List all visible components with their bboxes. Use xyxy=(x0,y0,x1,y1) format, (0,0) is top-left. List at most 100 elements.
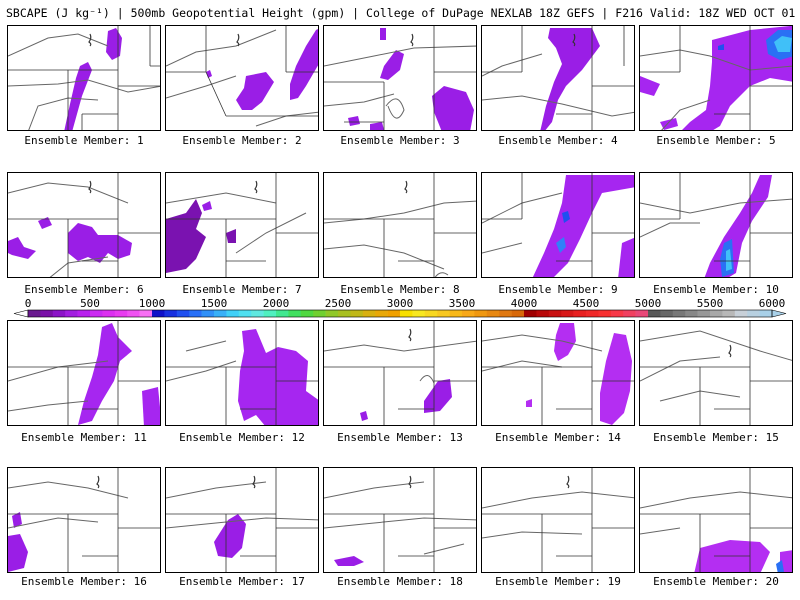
member-label-11: Ensemble Member: 11 xyxy=(21,431,147,444)
colorbar-swatch xyxy=(114,310,128,317)
colorbar-swatch xyxy=(214,310,227,317)
member-label-9: Ensemble Member: 9 xyxy=(498,283,618,296)
colorbar-swatch xyxy=(238,310,252,317)
colorbar-swatch xyxy=(511,310,525,317)
colorbar-swatch xyxy=(548,310,562,317)
member-label-2: Ensemble Member: 2 xyxy=(182,134,302,147)
member-label-3: Ensemble Member: 3 xyxy=(340,134,460,147)
colorbar-swatch xyxy=(561,310,574,317)
colorbar-tick-label: 500 xyxy=(80,297,100,310)
colorbar-swatch xyxy=(375,310,388,317)
colorbar-swatch xyxy=(28,310,41,317)
map-panel-member-10 xyxy=(639,172,793,278)
member-label-4: Ensemble Member: 4 xyxy=(498,134,618,147)
colorbar-swatch xyxy=(276,310,289,317)
map-panel-member-5 xyxy=(639,25,793,131)
map-panel-member-20 xyxy=(639,467,793,573)
colorbar-swatch xyxy=(499,310,512,317)
colorbar-swatch xyxy=(387,310,401,317)
colorbar-tick-label: 2500 xyxy=(324,297,352,310)
colorbar-swatch xyxy=(486,310,500,317)
member-label-19: Ensemble Member: 19 xyxy=(495,575,621,588)
map-graphic xyxy=(166,173,318,277)
colorbar-swatch xyxy=(288,310,302,317)
colorbar-swatch xyxy=(710,310,723,317)
colorbar-outline xyxy=(27,309,773,318)
colorbar-swatch xyxy=(90,310,103,317)
colorbar-swatch xyxy=(362,310,376,317)
map-panel-member-1 xyxy=(7,25,161,131)
colorbar-swatch xyxy=(338,310,351,317)
colorbar-swatch xyxy=(759,310,773,317)
member-label-7: Ensemble Member: 7 xyxy=(182,283,302,296)
colorbar-swatch xyxy=(313,310,326,317)
page-title: SBCAPE (J kg⁻¹) | 500mb Geopotential Hei… xyxy=(6,6,800,20)
colorbar-swatch xyxy=(350,310,364,317)
member-label-10: Ensemble Member: 10 xyxy=(653,283,779,296)
map-graphic xyxy=(166,321,318,425)
map-panel-member-14 xyxy=(481,320,635,426)
colorbar-swatch xyxy=(325,310,339,317)
colorbar-swatch xyxy=(176,310,190,317)
colorbar-swatch xyxy=(747,310,760,317)
map-panel-member-11 xyxy=(7,320,161,426)
member-label-20: Ensemble Member: 20 xyxy=(653,575,779,588)
colorbar-tick-label: 4000 xyxy=(510,297,538,310)
map-panel-member-16 xyxy=(7,467,161,573)
colorbar-swatch xyxy=(623,310,636,317)
colorbar xyxy=(13,309,787,318)
map-graphic xyxy=(8,26,160,130)
colorbar-swatch xyxy=(449,310,463,317)
colorbar-swatch xyxy=(648,310,661,317)
colorbar-swatch xyxy=(152,310,165,317)
colorbar-swatch xyxy=(102,310,116,317)
member-label-18: Ensemble Member: 18 xyxy=(337,575,463,588)
member-label-8: Ensemble Member: 8 xyxy=(340,283,460,296)
colorbar-swatch xyxy=(734,310,748,317)
colorbar-tick-label: 5500 xyxy=(696,297,724,310)
colorbar-swatch xyxy=(586,310,599,317)
colorbar-tick-label: 6000 xyxy=(758,297,786,310)
colorbar-tick-label: 5000 xyxy=(634,297,662,310)
colorbar-swatch xyxy=(573,310,587,317)
colorbar-tick-label: 1500 xyxy=(200,297,228,310)
colorbar-swatch xyxy=(660,310,674,317)
colorbar-swatch xyxy=(462,310,475,317)
colorbar-swatch xyxy=(635,310,649,317)
colorbar-swatch xyxy=(474,310,488,317)
colorbar-swatch xyxy=(610,310,624,317)
colorbar-swatch xyxy=(697,310,711,317)
colorbar-swatch xyxy=(65,310,78,317)
colorbar-tick-label: 4500 xyxy=(572,297,600,310)
member-label-14: Ensemble Member: 14 xyxy=(495,431,621,444)
colorbar-swatch xyxy=(536,310,550,317)
colorbar-swatch xyxy=(52,310,66,317)
member-label-17: Ensemble Member: 17 xyxy=(179,575,305,588)
colorbar-tick-label: 3000 xyxy=(386,297,414,310)
colorbar-swatch xyxy=(251,310,264,317)
map-graphic xyxy=(482,321,634,425)
colorbar-swatch xyxy=(524,310,537,317)
colorbar-swatch xyxy=(77,310,91,317)
colorbar-tick-label: 0 xyxy=(24,297,32,310)
map-graphic xyxy=(166,468,318,572)
colorbar-swatch xyxy=(139,310,153,317)
map-graphic xyxy=(166,26,318,127)
map-panel-member-15 xyxy=(639,320,793,426)
map-graphic xyxy=(640,468,792,572)
colorbar-swatch xyxy=(201,310,215,317)
member-label-1: Ensemble Member: 1 xyxy=(24,134,144,147)
map-graphic xyxy=(8,173,160,277)
map-graphic xyxy=(640,26,792,130)
map-panel-member-4 xyxy=(481,25,635,131)
map-graphic xyxy=(324,26,476,130)
map-panel-member-13 xyxy=(323,320,477,426)
map-panel-member-6 xyxy=(7,172,161,278)
map-graphic xyxy=(482,468,634,572)
map-graphic xyxy=(640,173,792,277)
colorbar-tick-label: 3500 xyxy=(448,297,476,310)
map-panel-member-3 xyxy=(323,25,477,131)
colorbar-swatch xyxy=(598,310,612,317)
map-panel-member-19 xyxy=(481,467,635,573)
member-label-15: Ensemble Member: 15 xyxy=(653,431,779,444)
